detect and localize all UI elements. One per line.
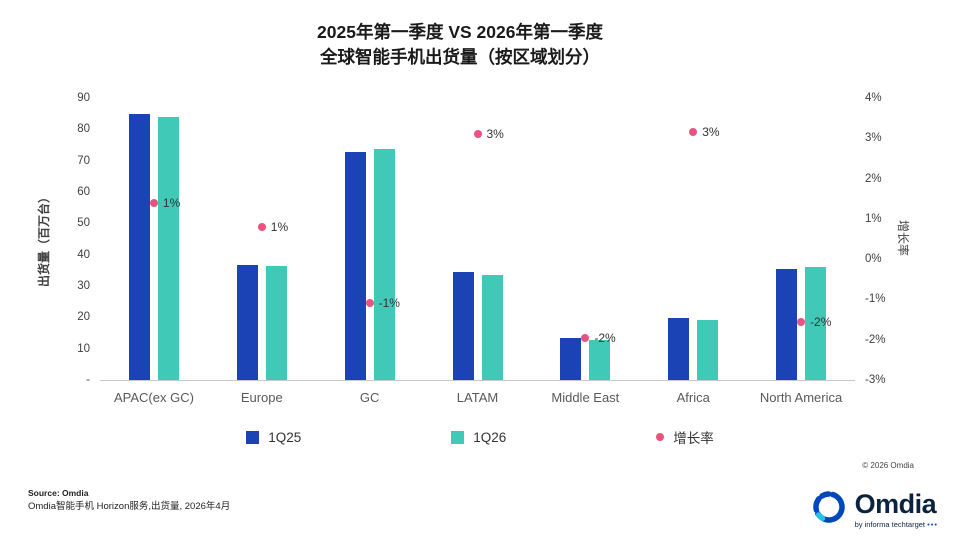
- x-axis-category-label: LATAM: [456, 390, 499, 405]
- bar-1q25-africa: [668, 317, 690, 380]
- y-axis-tick-left: 80: [77, 123, 90, 136]
- y-axis-tick-left: 30: [77, 280, 90, 292]
- legend-label: 1Q26: [473, 429, 507, 445]
- growth-rate-label: -2%: [810, 314, 832, 329]
- legend-item-1q25: 1Q25: [246, 430, 301, 445]
- bar-1q26-gc: [373, 149, 395, 380]
- x-axis-category-label: Middle East: [551, 390, 620, 405]
- y-axis-tick-right: 4%: [865, 92, 882, 104]
- y-axis-tick-left: 20: [77, 311, 90, 324]
- y-axis-tick-right: 2%: [865, 172, 882, 185]
- y-axis-tick-right: -2%: [865, 333, 886, 346]
- growth-rate-dot-gc: [365, 299, 374, 308]
- x-axis-category-label: Europe: [240, 390, 283, 405]
- bar-1q26-africa: [697, 319, 719, 380]
- growth-rate-dot-africa: [689, 128, 698, 137]
- growth-rate-label: -2%: [594, 330, 616, 345]
- y-axis-tick-left: 40: [77, 248, 90, 261]
- y-axis-tick-right: -1%: [865, 293, 886, 306]
- source-note: Source: Omdia Omdia智能手机 Horizon服务,出货量, 2…: [28, 487, 230, 515]
- y-axis-tick-left: -: [86, 374, 90, 386]
- y-axis-tick-left: 50: [77, 217, 90, 230]
- legend-swatch-growth-rate: [656, 433, 665, 441]
- source-line1: Source: Omdia: [28, 488, 89, 498]
- y-axis-tick-right: 0%: [865, 253, 882, 266]
- growth-rate-label: 1%: [162, 195, 181, 210]
- bar-1q25-latam: [452, 271, 474, 380]
- legend-item-growth-rate: 增长率: [656, 427, 714, 447]
- chart-title: 2025年第一季度 VS 2026年第一季度 全球智能手机出货量（按区域划分）: [0, 20, 920, 71]
- bar-1q25-europe: [236, 265, 258, 380]
- y-axis-tick-left: 10: [77, 342, 90, 355]
- legend-swatch-1q25: [246, 430, 260, 444]
- chart-title-line1: 2025年第一季度 VS 2026年第一季度: [317, 22, 603, 42]
- growth-rate-dot-north-america: [797, 317, 806, 326]
- bar-1q25-gc: [344, 151, 366, 380]
- bar-1q25-middle-east: [560, 338, 582, 380]
- y-axis-label-left: 出货量（百万台）: [37, 191, 51, 288]
- y-axis-tick-left: 70: [77, 154, 90, 167]
- growth-rate-label: 3%: [486, 127, 504, 142]
- legend-label: 1Q25: [268, 429, 302, 445]
- growth-rate-dot-apac-ex-gc-: [149, 198, 158, 207]
- omdia-logo-subtext: by informa techtarget •••: [854, 519, 938, 529]
- legend: 1Q25 1Q26 增长率: [0, 427, 960, 447]
- growth-rate-dot-middle-east: [581, 333, 590, 342]
- source-line2: Omdia智能手机 Horizon服务,出货量, 2026年4月: [28, 501, 231, 513]
- growth-rate-dot-latam: [473, 130, 482, 139]
- bar-1q25-apac-ex-gc-: [128, 113, 150, 380]
- x-axis-category-label: Africa: [676, 390, 710, 405]
- omdia-logo-dots: •••: [927, 519, 938, 529]
- omdia-logo-icon: [810, 488, 848, 531]
- legend-swatch-1q26: [451, 430, 465, 444]
- growth-rate-label: 3%: [702, 125, 720, 140]
- y-axis-tick-right: -3%: [865, 374, 886, 386]
- x-axis-category-label: APAC(ex GC): [113, 390, 194, 405]
- x-axis-category-label: GC: [359, 390, 380, 405]
- bar-1q26-middle-east: [589, 339, 611, 380]
- plot-area: - 10 20 30 40 50 60 70 80 90 -3% -2% -1% 0% 1% 2% 3% 4% 1%…: [77, 92, 885, 405]
- growth-rate-label: -1%: [378, 296, 400, 311]
- growth-rate-label: 1%: [270, 219, 289, 234]
- omdia-logo-wordmark: Omdia by informa techtarget •••: [854, 488, 938, 529]
- y-axis-tick-left: 90: [77, 92, 90, 104]
- omdia-logo-text: Omdia: [854, 488, 937, 519]
- bar-1q26-north-america: [805, 266, 827, 380]
- bar-1q26-apac-ex-gc-: [157, 116, 179, 380]
- y-axis-tick-right: 3%: [865, 132, 882, 145]
- legend-item-1q26: 1Q26: [451, 430, 506, 445]
- y-axis-tick-left: 60: [77, 186, 90, 198]
- x-axis-category-label: North America: [759, 390, 843, 405]
- omdia-logo: Omdia by informa techtarget •••: [810, 488, 938, 531]
- legend-label: 增长率: [673, 431, 714, 446]
- bar-1q26-europe: [265, 265, 287, 380]
- bar-1q26-latam: [481, 275, 503, 380]
- copyright-text: © 2026 Omdia: [862, 461, 914, 470]
- bar-1q25-north-america: [776, 269, 798, 380]
- growth-rate-dot-europe: [257, 222, 266, 231]
- y-axis-tick-right: 1%: [865, 212, 882, 225]
- chart-title-line2: 全球智能手机出货量（按区域划分）: [320, 47, 600, 68]
